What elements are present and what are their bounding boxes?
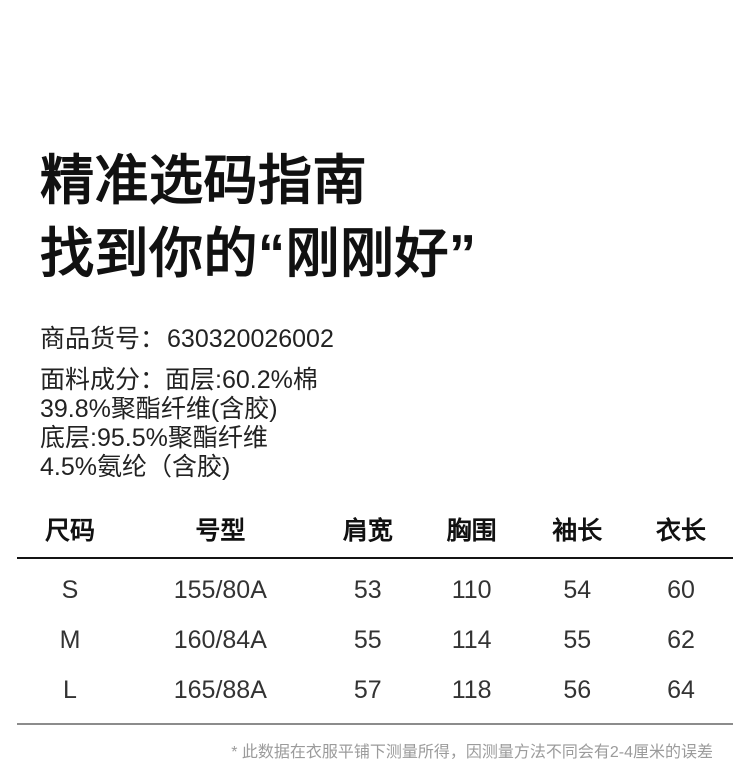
page-title: 精准选码指南 找到你的“刚刚好” (40, 0, 710, 291)
cell-length: 60 (667, 575, 695, 604)
table-row-m: M 160/84A 55 114 55 62 (17, 615, 733, 665)
cell-model: 160/84A (173, 625, 267, 654)
cell-shoulder: 57 (353, 675, 382, 704)
cell-chest: 118 (451, 675, 492, 704)
cell-model: 155/80A (173, 575, 267, 604)
cell-length: 62 (667, 625, 695, 654)
cell-size: L (63, 675, 77, 704)
column-header-shoulder: 肩宽 (342, 516, 393, 545)
fabric-line: 4.5%氨纶（含胶) (40, 453, 231, 481)
column-header-sleeve: 袖长 (552, 516, 603, 545)
column-header-size: 尺码 (44, 516, 95, 545)
fabric-line: 底层:95.5%聚酯纤维 (40, 424, 268, 452)
product-code-row: 商品货号：630320026002 (40, 324, 710, 354)
cell-chest: 114 (451, 625, 492, 654)
cell-size: M (59, 625, 81, 654)
cell-shoulder: 55 (353, 625, 382, 654)
fabric-line: 39.8%聚酯纤维(含胶) (40, 395, 278, 423)
size-table-header-row: 尺码 号型 肩宽 胸围 袖长 衣长 (17, 500, 733, 559)
cell-size: S (61, 575, 79, 604)
product-code-label: 商品货号： (40, 325, 166, 353)
title-line-2: 找到你的“刚刚好” (40, 224, 477, 284)
measurement-disclaimer: * 此数据在衣服平铺下测量所得，因测量方法不同会有2-4厘米的误差 (231, 744, 713, 761)
size-table: 尺码 号型 肩宽 胸围 袖长 衣长 S 155/80A 53 110 54 60… (17, 500, 733, 725)
product-code-value: 630320026002 (167, 325, 334, 353)
fabric-composition: 面料成分：面层:60.2%棉 39.8%聚酯纤维(含胶) 底层:95.5%聚酯纤… (40, 366, 710, 482)
table-row-s: S 155/80A 53 110 54 60 (17, 565, 733, 615)
cell-model: 165/88A (173, 675, 267, 704)
cell-shoulder: 53 (353, 575, 382, 604)
title-line-1: 精准选码指南 (40, 151, 367, 211)
cell-sleeve: 56 (563, 675, 592, 704)
table-row-l: L 165/88A 57 118 56 64 (17, 665, 733, 715)
column-header-model: 号型 (195, 516, 246, 545)
column-header-length: 衣长 (656, 516, 707, 545)
column-header-chest: 胸围 (446, 516, 497, 545)
size-table-body: S 155/80A 53 110 54 60 M 160/84A 55 114 … (17, 559, 733, 725)
fabric-line: 面料成分：面层:60.2%棉 (40, 366, 318, 394)
cell-sleeve: 55 (563, 625, 592, 654)
page-content: 精准选码指南 找到你的“刚刚好” 商品货号：630320026002 面料成分：… (40, 0, 710, 482)
cell-sleeve: 54 (563, 575, 592, 604)
cell-length: 64 (667, 675, 695, 704)
cell-chest: 110 (451, 575, 492, 604)
